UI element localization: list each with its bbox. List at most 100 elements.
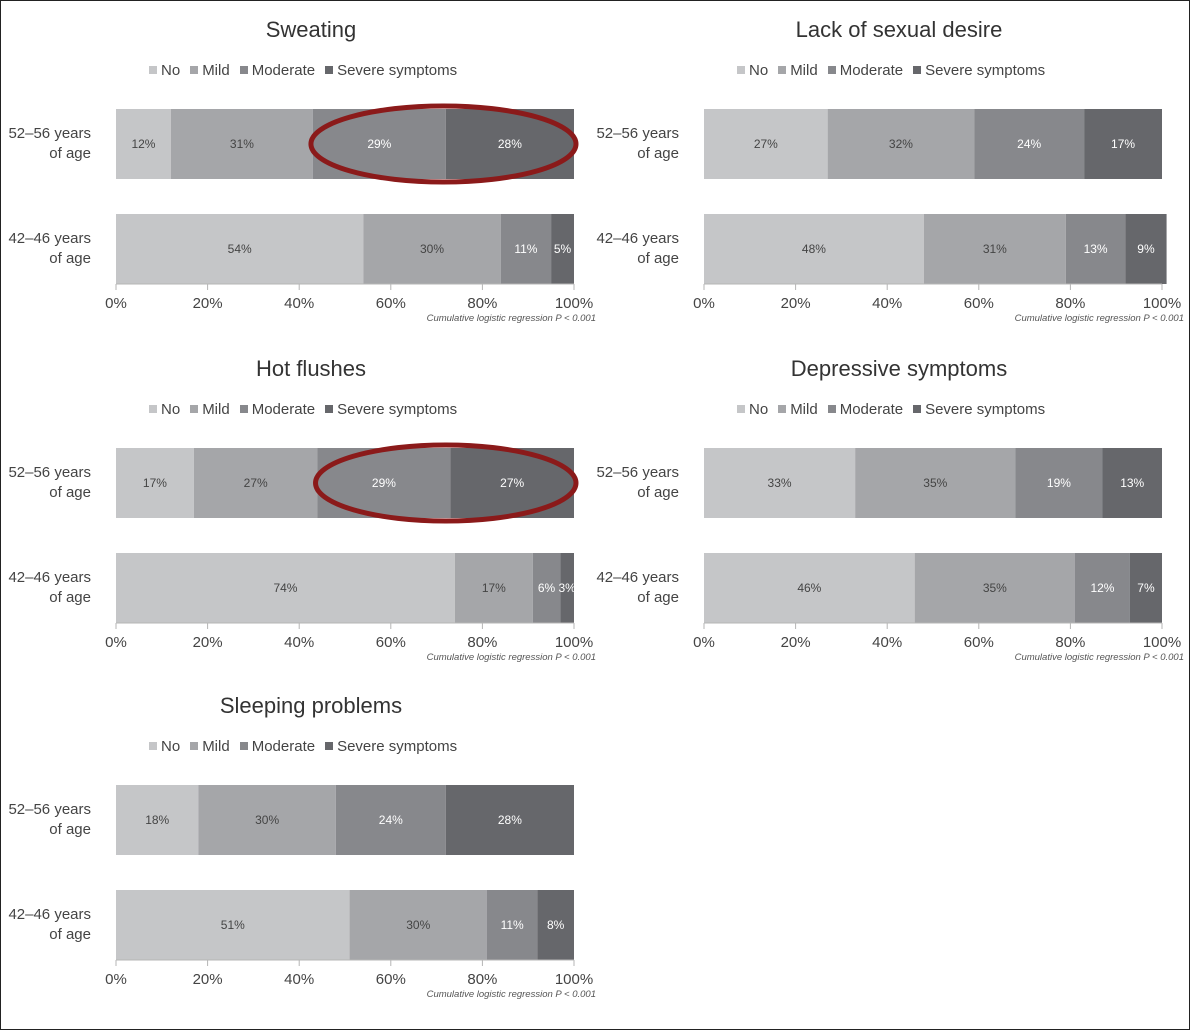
data-label: 17% [143, 476, 167, 490]
x-tick-label: 60% [376, 634, 406, 651]
category-label: 52–56 years of age [1, 124, 91, 164]
legend-swatch [149, 66, 157, 74]
x-tick-label: 0% [105, 971, 127, 988]
data-label: 28% [498, 813, 522, 827]
legend-item: Moderate [827, 61, 904, 79]
legend-swatch [325, 742, 334, 750]
legend-swatch [190, 405, 199, 413]
x-tick-label: 80% [1055, 634, 1085, 651]
plot-area: 18% 30% 24% 28% 51% 30% 11% 8% 0% 20% 40% 60% 80% 100… [105, 785, 593, 988]
bar-segment [454, 553, 533, 623]
regression-note: Cumulative logistic regression P < 0.001 [426, 313, 596, 324]
legend-swatch [239, 742, 248, 750]
data-label: 13% [1084, 242, 1108, 256]
data-label: 27% [500, 476, 524, 490]
legend-label: Mild [202, 400, 230, 418]
data-label: 32% [889, 137, 913, 151]
bar-segment [532, 553, 561, 623]
category-label-line: of age [637, 145, 679, 162]
regression-note: Cumulative logistic regression P < 0.001 [426, 652, 596, 663]
category-label: 42–46 years of age [1, 905, 91, 945]
bar-segment [1074, 553, 1130, 623]
plot-area: 27% 32% 24% 17% 48% 31% 13% 9% 0% 20% 40% 60% 80% 100… [693, 109, 1181, 312]
legend-swatch [778, 66, 787, 74]
legend-label: Severe symptoms [925, 400, 1046, 418]
legend-swatch [239, 405, 248, 413]
data-label: 31% [230, 137, 254, 151]
x-tick-label: 0% [693, 634, 715, 651]
data-label: 29% [367, 137, 391, 151]
data-label: 12% [1090, 581, 1114, 595]
x-tick-label: 0% [105, 295, 127, 312]
category-label-line: of age [637, 589, 679, 606]
regression-note: Cumulative logistic regression P < 0.001 [426, 989, 596, 1000]
bar-segment [193, 448, 318, 518]
legend-label: Mild [790, 61, 818, 79]
bar-segment [1102, 448, 1162, 518]
legend-item: No [737, 401, 768, 418]
legend-swatch [778, 405, 787, 413]
bar-segment [827, 109, 975, 179]
x-tick-label: 100% [555, 971, 593, 988]
plot-area: 17% 27% 29% 27% 74% 17% 6% 3% 0% 20% 40% 60% 80% 100% [105, 442, 593, 651]
legend-item: Moderate [827, 401, 903, 418]
chart-legend: No Mild Moderate Severe symptoms [149, 737, 467, 755]
x-tick-label: 40% [284, 634, 314, 651]
bar-segment [704, 553, 915, 623]
data-label: 54% [228, 242, 252, 256]
x-tick-label: 60% [964, 295, 994, 312]
chart-panel-5: Sleeping problems No Mild Moderate Severe sy… [1, 677, 596, 1007]
legend-item: Severe symptoms [913, 62, 1045, 79]
chart-legend: No Mild Moderate Severe symptoms [737, 61, 1055, 79]
x-tick-label: 40% [872, 295, 902, 312]
data-label: 12% [131, 137, 155, 151]
data-label: 30% [420, 242, 444, 256]
chart-legend: No Mild Moderate Severe symptoms [149, 400, 467, 418]
legend-swatch [190, 66, 199, 74]
data-label: 9% [1137, 242, 1155, 256]
legend-item: No [149, 62, 180, 79]
x-tick-label: 40% [872, 634, 902, 651]
data-label: 18% [145, 813, 169, 827]
x-tick-label: 20% [193, 634, 223, 651]
bar-segment [537, 890, 574, 960]
legend-swatch [827, 66, 836, 74]
bar-segment [1129, 553, 1162, 623]
category-label-line: 52–56 years [596, 125, 679, 142]
bar-segment [551, 214, 574, 284]
category-label-line: of age [637, 250, 679, 267]
category-label-line: of age [49, 145, 91, 162]
category-label-line: of age [49, 821, 91, 838]
x-tick-label: 100% [1143, 295, 1181, 312]
bar-segment [116, 448, 194, 518]
x-tick-label: 60% [376, 295, 406, 312]
category-label-line: 52–56 years [596, 464, 679, 481]
legend-item: Severe symptoms [913, 401, 1045, 418]
chart-title: Sweating [265, 17, 357, 42]
category-label-line: of age [49, 250, 91, 267]
bar-segment [1125, 214, 1167, 284]
data-label: 19% [1047, 476, 1071, 490]
data-label: 11% [514, 242, 537, 256]
bar-segment [704, 448, 856, 518]
data-label: 5% [554, 242, 572, 256]
bar-segment [116, 109, 171, 179]
category-label-line: of age [49, 926, 91, 943]
category-label-line: 42–46 years [8, 230, 91, 247]
x-tick-label: 20% [193, 971, 223, 988]
bar-segment [349, 890, 487, 960]
data-label: 11% [501, 918, 524, 932]
legend-item: Mild [190, 738, 230, 755]
category-label-line: 42–46 years [596, 569, 679, 586]
data-label: 46% [797, 581, 821, 595]
chart-panel-1: Sweating No Mild Moderate Severe symptoms 52–… [1, 1, 596, 331]
legend-label: Severe symptoms [337, 400, 458, 418]
data-label: 27% [754, 137, 778, 151]
legend-label: Moderate [839, 61, 904, 79]
chart-title: Hot flushes [255, 356, 367, 381]
plot-area: 33% 35% 19% 13% 46% 35% 12% 7% 0% 20% 40% 60% 80% 100… [693, 448, 1181, 651]
bar-segment [486, 890, 538, 960]
bar-segment [914, 553, 1075, 623]
legend-swatch [190, 742, 199, 750]
data-label: 33% [768, 476, 792, 490]
